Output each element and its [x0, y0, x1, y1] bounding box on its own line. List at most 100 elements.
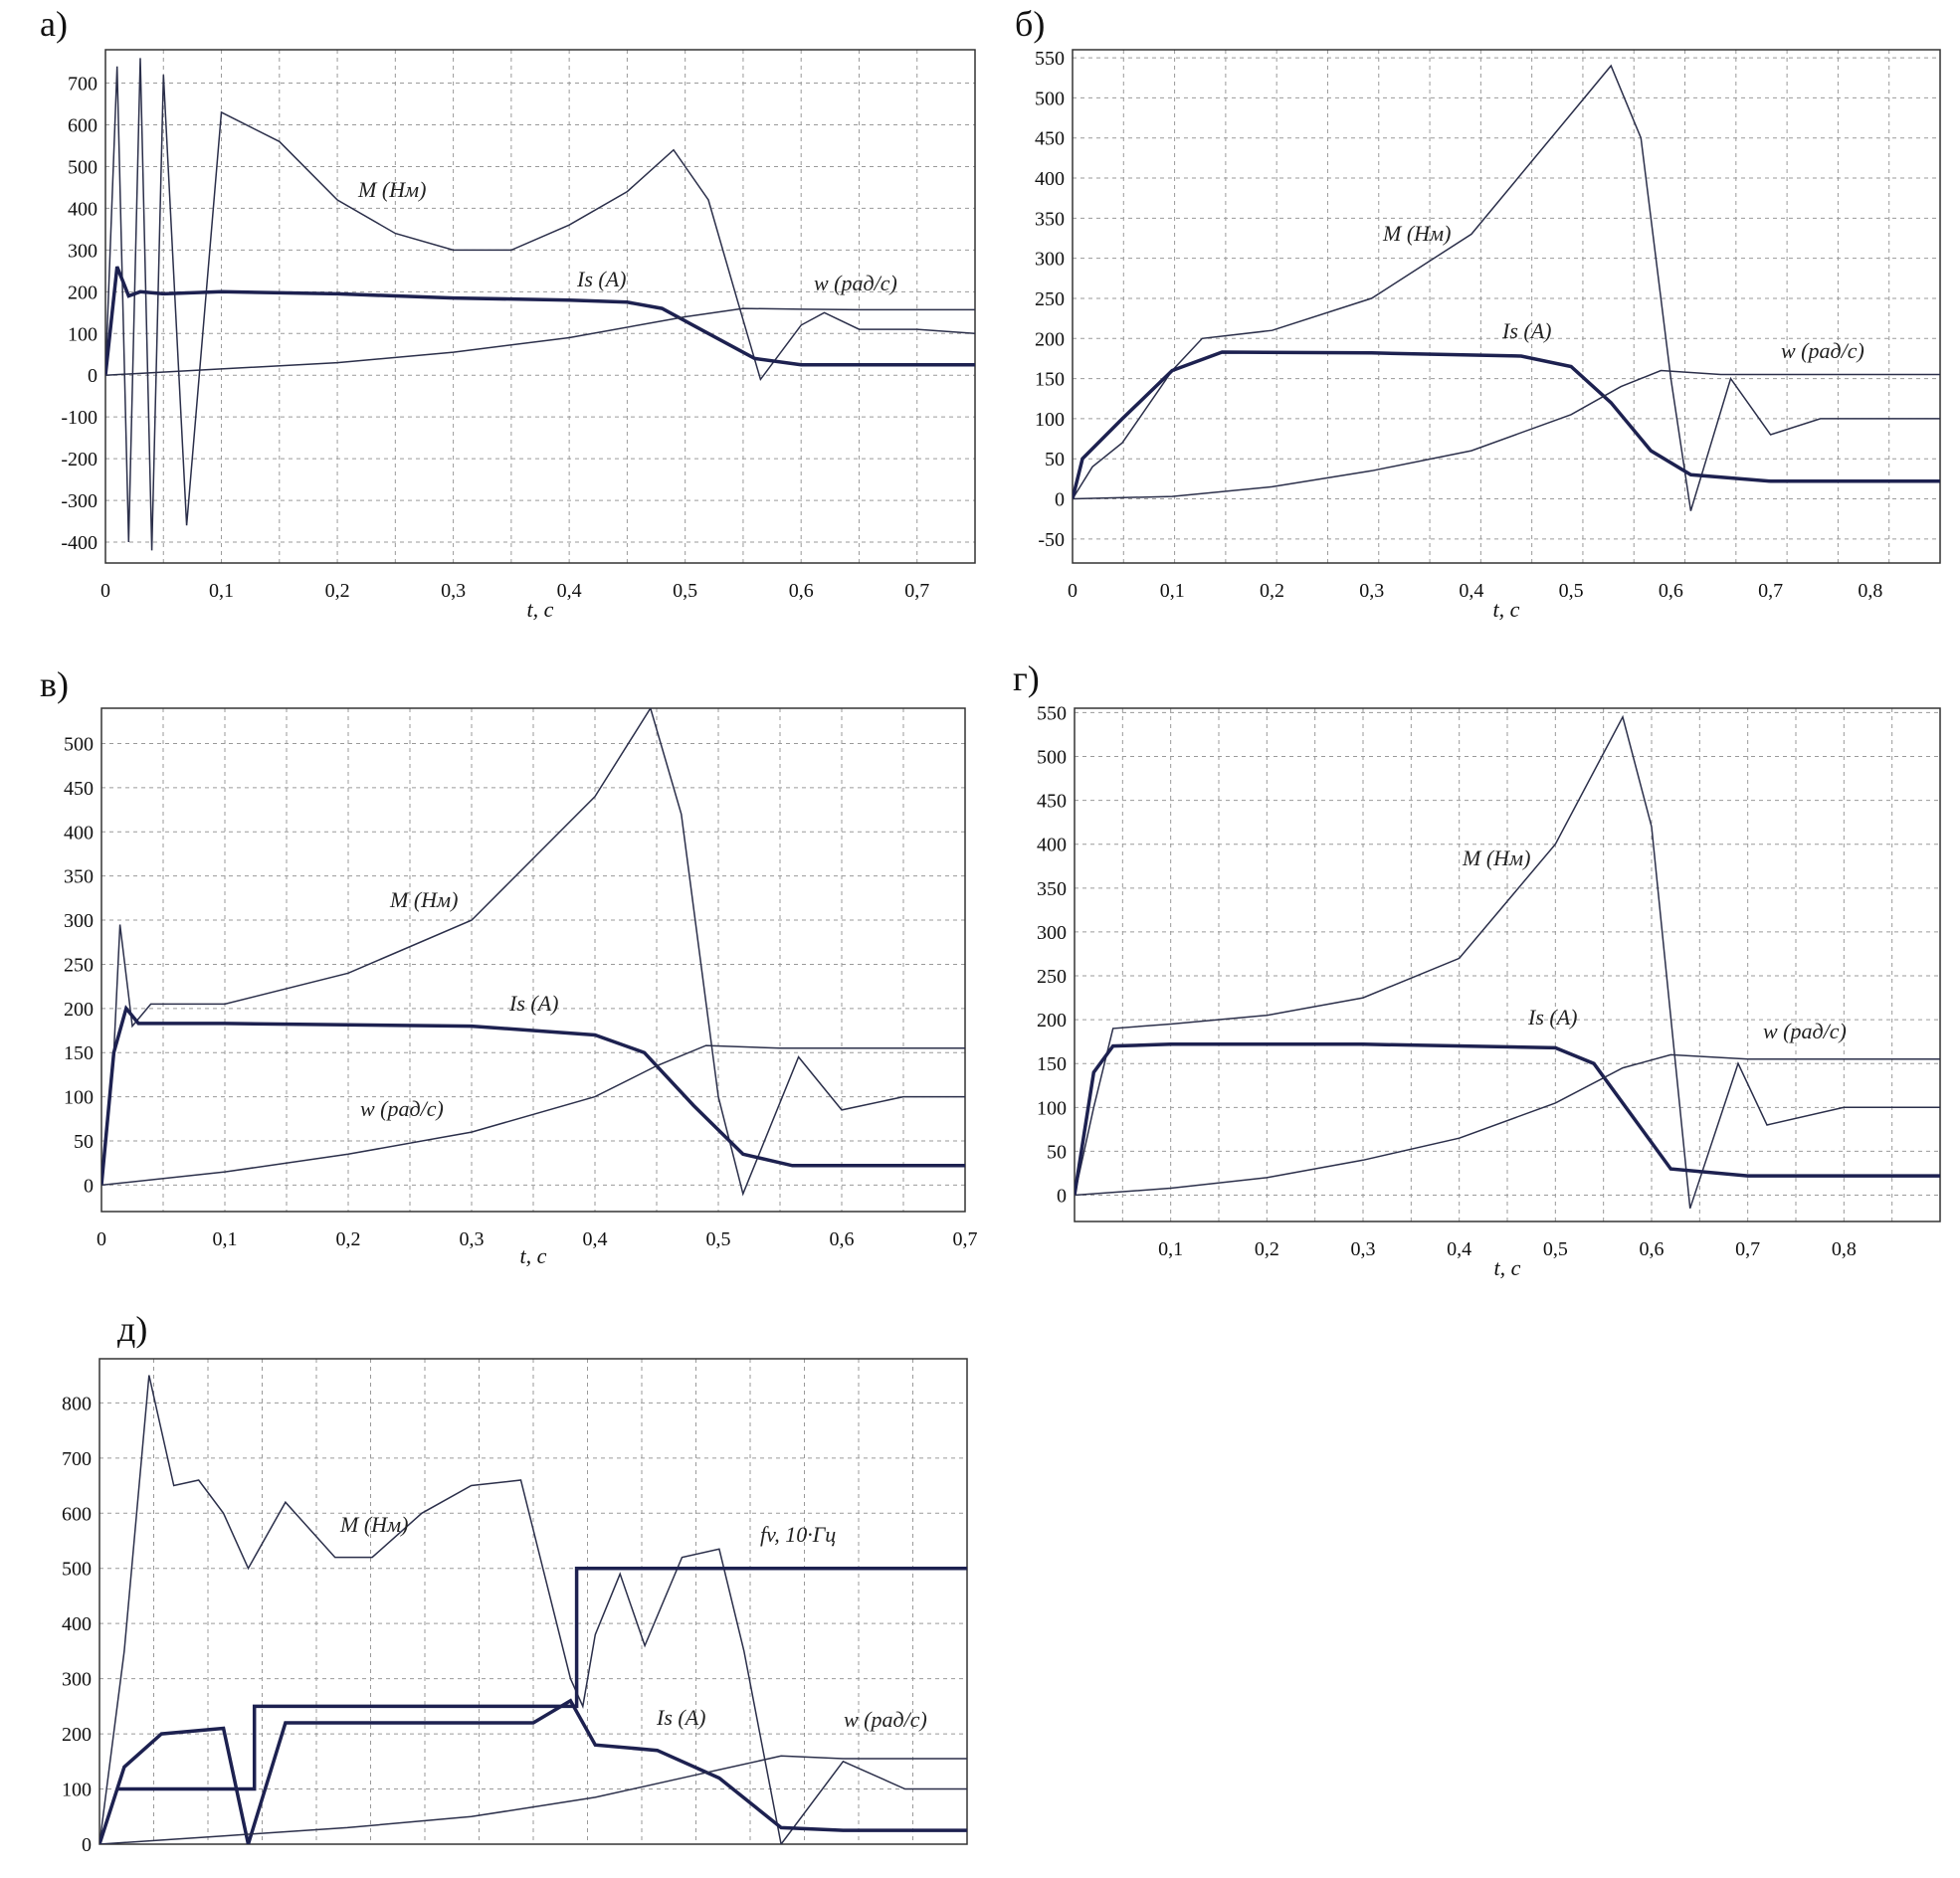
series-line-1 [1073, 64, 1940, 511]
y-tick-label: 300 [68, 240, 98, 262]
y-tick-label: 700 [62, 1448, 92, 1470]
series-label: M (Нм) [389, 887, 458, 912]
series-line-1 [1075, 714, 1940, 1210]
plot-frame [98, 1358, 968, 1845]
y-tick-label: 0 [82, 1834, 92, 1856]
y-tick-label: 400 [1037, 835, 1067, 856]
chart-panel-4: г) 0 50 100 150 200 250 300 350 400 450 500 550 0,1 0,… [1013, 658, 1941, 1280]
x-tick-label: 0 [100, 580, 110, 602]
y-tick-label: 200 [64, 999, 94, 1021]
x-tick-label: 0,7 [904, 580, 929, 602]
y-tick-label: 400 [64, 822, 94, 844]
y-tick-label: 450 [64, 778, 94, 800]
x-tick-label: 0,2 [1260, 580, 1284, 602]
x-tick-label: 0,4 [557, 580, 582, 602]
x-tick-label: 0,5 [1559, 580, 1584, 602]
x-tick-label: 0,8 [1858, 580, 1882, 602]
y-tick-label: 550 [1035, 48, 1065, 70]
x-tick-label: 0,7 [953, 1228, 978, 1250]
y-tick-label: 0 [84, 1175, 94, 1197]
y-tick-label: 600 [62, 1503, 92, 1525]
y-tick-label: 0 [1057, 1186, 1067, 1208]
y-tick-label: 50 [1047, 1141, 1067, 1163]
y-tick-label: 400 [1035, 168, 1065, 190]
x-tick-label: 0,3 [460, 1228, 485, 1250]
x-tick-label: 0,3 [1359, 580, 1384, 602]
y-tick-label: 100 [1037, 1097, 1067, 1119]
chart-panel-2: б) -50 0 50 100 150 200 250 300 350 400 450 500 550 0 0… [1015, 4, 1941, 622]
panel-label: б) [1015, 4, 1045, 44]
chart-panel-1: а) -400 -300 -200 -100 0 100 200 300 400 500 600 700… [40, 4, 976, 622]
x-tick-label: 0,2 [1255, 1238, 1279, 1260]
series-line-2 [1075, 1042, 1940, 1196]
y-tick-label: 400 [68, 198, 98, 220]
series-line-2 [101, 1005, 965, 1186]
series-label: Is (A) [1527, 1005, 1577, 1030]
series-label: Is (A) [576, 267, 626, 291]
x-tick-label: 0,8 [1832, 1238, 1857, 1260]
series-label: M (Нм) [1462, 845, 1530, 870]
series-label: M (Нм) [357, 177, 426, 202]
x-tick-label: 0,7 [1758, 580, 1783, 602]
series-line-4 [99, 1755, 967, 1844]
panel-label: г) [1013, 658, 1040, 698]
x-tick-label: 0,1 [1160, 580, 1185, 602]
series-label: w (рад/с) [1763, 1019, 1847, 1043]
series-label: Is (A) [1501, 318, 1551, 343]
series-line-2 [99, 1698, 967, 1844]
series-line-1 [99, 1375, 967, 1844]
series-label: w (рад/с) [360, 1096, 444, 1121]
y-tick-label: 350 [64, 866, 94, 888]
y-tick-label: 450 [1035, 128, 1065, 150]
y-tick-label: 150 [1037, 1053, 1067, 1075]
x-tick-label: 0,2 [336, 1228, 361, 1250]
series-line-3 [101, 1044, 965, 1187]
x-tick-label: 0,1 [1158, 1238, 1183, 1260]
x-tick-label: 0,5 [706, 1228, 731, 1250]
y-tick-label: 100 [1035, 409, 1065, 431]
x-tick-label: 0 [97, 1228, 106, 1250]
x-tick-label: 0,2 [325, 580, 350, 602]
series-label: w (рад/с) [814, 271, 897, 295]
y-tick-label: 450 [1037, 791, 1067, 813]
plot-frame [100, 707, 966, 1213]
y-tick-label: -50 [1038, 529, 1065, 551]
panel-label: а) [40, 4, 68, 44]
y-tick-label: 300 [1035, 249, 1065, 271]
x-tick-label: 0,6 [1640, 1238, 1665, 1260]
x-tick-label: 0,5 [1543, 1238, 1568, 1260]
y-tick-label: 250 [64, 954, 94, 976]
series-line-1 [101, 708, 965, 1197]
panel-label: д) [117, 1309, 147, 1349]
x-tick-label: 0 [1068, 580, 1078, 602]
y-tick-label: 550 [1037, 702, 1067, 724]
y-tick-label: 500 [62, 1559, 92, 1581]
series-line-3 [105, 307, 975, 376]
y-tick-label: 50 [1045, 449, 1065, 470]
y-tick-label: 200 [62, 1724, 92, 1746]
y-tick-label: 350 [1037, 878, 1067, 900]
y-tick-label: 0 [88, 365, 98, 387]
y-tick-label: 500 [64, 734, 94, 756]
y-tick-label: -100 [61, 407, 98, 429]
y-tick-label: 150 [64, 1042, 94, 1064]
y-tick-label: 200 [1037, 1010, 1067, 1032]
y-tick-label: 300 [1037, 922, 1067, 944]
series-label: Is (A) [508, 991, 558, 1016]
chart-panel-5: д) 0 100 200 300 400 500 600 700 800 M (Нм) Is (A) f… [62, 1309, 968, 1856]
series-label: fv, 10·Гц [760, 1522, 836, 1547]
plot-frame [104, 49, 976, 564]
series-label: M (Нм) [339, 1512, 408, 1537]
y-tick-label: 350 [1035, 208, 1065, 230]
y-tick-label: 0 [1055, 489, 1065, 511]
y-tick-label: 300 [62, 1669, 92, 1691]
x-axis-title: t, c [520, 1243, 547, 1268]
series-label: M (Нм) [1382, 221, 1451, 246]
x-tick-label: 0,6 [789, 580, 814, 602]
x-tick-label: 0,6 [830, 1228, 855, 1250]
y-tick-label: 300 [64, 910, 94, 932]
x-tick-label: 0,1 [213, 1228, 238, 1250]
y-tick-label: 100 [62, 1780, 92, 1801]
series-label: Is (A) [656, 1705, 705, 1730]
